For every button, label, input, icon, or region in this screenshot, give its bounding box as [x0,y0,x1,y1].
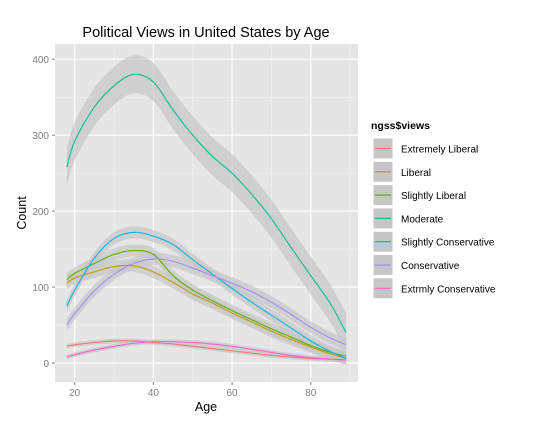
legend-label: Extrmly Conservative [401,284,496,295]
legend-label: Slightly Conservative [401,238,495,249]
band-extrmly-conservative [66,339,347,363]
line-extremely-liberal [66,340,347,361]
chart-title: Political Views in United States by Age [82,25,329,41]
legend: ngss$views Extremely Liberal Liberal Sligh… [371,120,496,300]
y-tick-label: 400 [32,55,49,66]
y-tick-label: 300 [32,131,49,142]
y-tick-label: 200 [32,207,49,218]
line-liberal [66,264,347,359]
legend-label: Moderate [401,214,444,225]
line-extrmly-conservative [66,341,347,361]
x-tick-label: 40 [148,388,160,399]
line-moderate [66,73,347,333]
line-conservative [66,258,347,346]
y-tick-label: 0 [43,359,49,370]
y-axis: 0 100 200 300 400 [32,55,55,370]
line-slightly-liberal [66,250,347,357]
x-tick-label: 20 [69,388,81,399]
legend-label: Conservative [401,261,460,272]
legend-label: Slightly Liberal [401,191,466,202]
x-axis-label: Age [195,400,217,414]
line-slightly-conservative [66,231,347,359]
y-tick-label: 100 [32,283,49,294]
legend-title: ngss$views [371,120,430,132]
series-lines [66,73,347,361]
band-liberal [66,259,347,365]
legend-label: Extremely Liberal [401,145,478,156]
band-slightly-conservative [66,226,347,365]
band-conservative [66,252,347,351]
y-axis-label: Count [15,196,29,230]
x-tick-label: 60 [227,388,239,399]
legend-label: Liberal [401,168,431,179]
x-tick-label: 80 [305,388,317,399]
x-axis: 20 40 60 80 [69,382,317,399]
